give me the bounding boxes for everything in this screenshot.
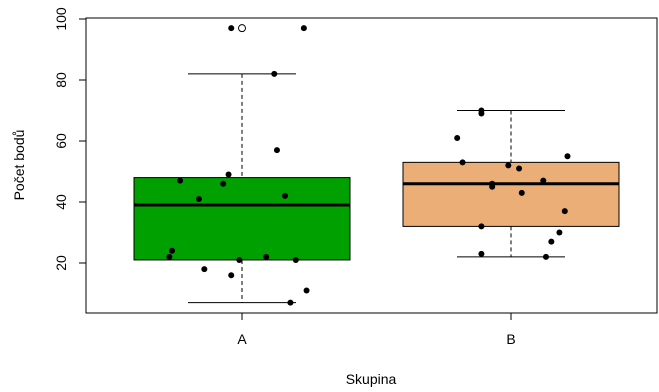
x-tick-label: B [506, 331, 515, 347]
data-point-B [459, 159, 466, 166]
boxes-layer [133, 24, 620, 304]
data-point-A [271, 70, 278, 77]
data-point-A [201, 266, 208, 273]
data-point-B [516, 165, 523, 172]
data-point-A [225, 171, 232, 178]
data-point-A [273, 147, 280, 154]
y-tick-label: 40 [53, 194, 69, 210]
data-point-B [542, 253, 549, 260]
y-tick-label: 20 [53, 255, 69, 271]
data-point-A [169, 247, 176, 254]
data-point-A [263, 253, 270, 260]
data-point-B [478, 110, 485, 117]
data-point-A [220, 180, 227, 187]
data-point-A [228, 272, 235, 279]
x-tick-label: A [237, 331, 247, 347]
y-tick-label: 60 [53, 133, 69, 149]
data-point-A [228, 25, 235, 32]
box-body-A [133, 177, 351, 261]
y-tick-label: 100 [53, 7, 69, 31]
data-point-B [540, 177, 547, 184]
box-B [402, 110, 620, 258]
data-point-B [489, 183, 496, 190]
points-layer [166, 25, 571, 306]
data-point-B [518, 189, 525, 196]
y-tick-label: 80 [53, 72, 69, 88]
data-point-A [166, 253, 173, 260]
data-point-A [287, 299, 294, 306]
data-point-B [505, 162, 512, 169]
data-point-B [478, 250, 485, 257]
data-point-A [300, 25, 307, 32]
y-axis-title: Počet bodů [11, 130, 27, 201]
data-point-A [195, 195, 202, 202]
data-point-B [548, 238, 555, 245]
data-point-B [564, 153, 571, 160]
data-point-A [303, 287, 310, 294]
data-point-A [177, 177, 184, 184]
box-body-B [402, 161, 620, 227]
outlier-A-0 [238, 24, 246, 33]
data-point-A [236, 256, 243, 263]
x-axis-title: Skupina [346, 371, 397, 387]
y-axis: 20 40 60 80 100 [53, 7, 87, 271]
data-point-A [282, 192, 289, 199]
data-point-B [556, 229, 563, 236]
data-point-B [561, 208, 568, 215]
box-A [133, 24, 351, 304]
data-point-B [454, 134, 461, 141]
data-point-A [292, 256, 299, 263]
data-point-B [478, 223, 485, 230]
